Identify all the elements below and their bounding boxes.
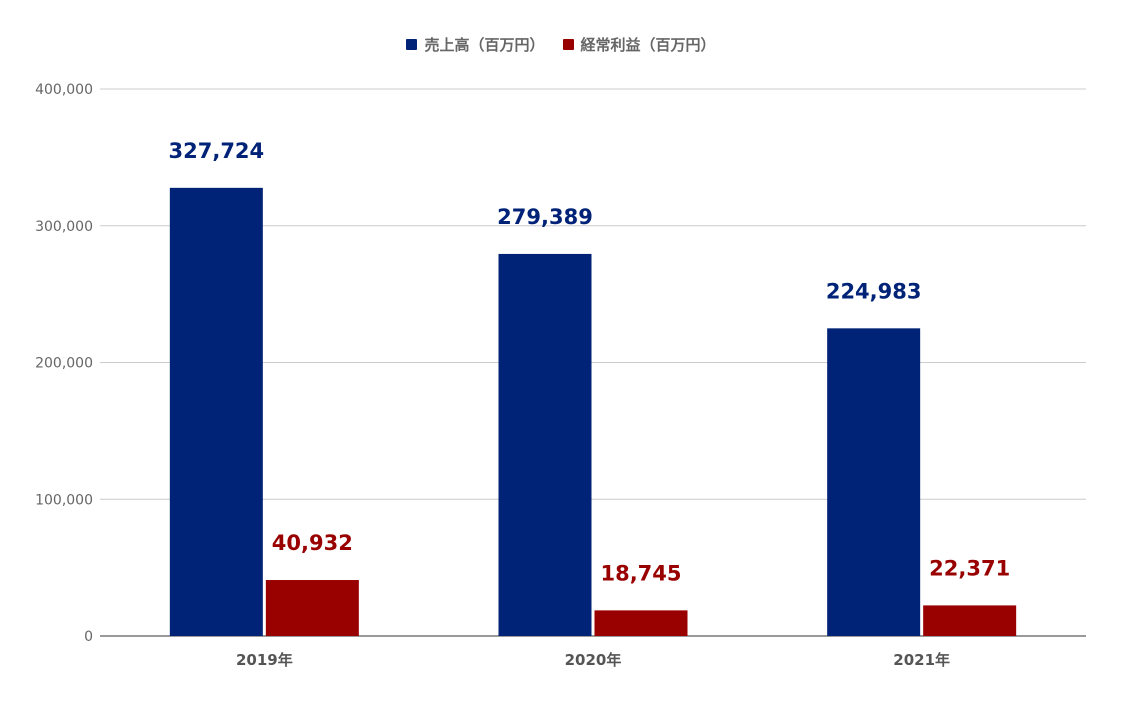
data-label-ordinary-profit-2: 22,371	[929, 556, 1010, 580]
y-tick-label: 300,000	[35, 219, 93, 235]
legend-swatch-sales	[406, 39, 418, 50]
y-tick-label: 0	[84, 629, 93, 645]
bar-sales-0[interactable]	[169, 187, 263, 636]
x-tick-label: 2020年	[565, 651, 622, 669]
y-tick-label: 100,000	[35, 492, 93, 508]
legend-label-sales: 売上高（百万円）	[424, 36, 545, 54]
y-tick-label: 400,000	[35, 82, 93, 98]
y-tick-label: 200,000	[35, 356, 93, 372]
data-label-sales-2: 224,983	[826, 279, 922, 303]
bar-ordinary-profit-2[interactable]	[923, 605, 1017, 636]
data-label-sales-0: 327,724	[169, 139, 265, 163]
bar-ordinary-profit-0[interactable]	[265, 580, 359, 636]
legend-swatch-ordinary-profit	[562, 39, 574, 50]
legend-item-sales[interactable]: 売上高（百万円）	[406, 34, 545, 55]
data-label-sales-1: 279,389	[497, 205, 593, 229]
data-label-ordinary-profit-0: 40,932	[272, 531, 353, 555]
legend: 売上高（百万円） 経常利益（百万円）	[0, 34, 1122, 55]
x-tick-label: 2021年	[893, 651, 950, 669]
x-tick-label: 2019年	[236, 651, 293, 669]
bar-sales-1[interactable]	[498, 253, 592, 636]
bar-sales-2[interactable]	[827, 328, 921, 636]
legend-label-ordinary-profit: 経常利益（百万円）	[580, 36, 716, 54]
bar-ordinary-profit-1[interactable]	[594, 610, 688, 636]
gridlines	[100, 88, 1086, 500]
legend-item-ordinary-profit[interactable]: 経常利益（百万円）	[562, 34, 716, 55]
data-label-ordinary-profit-1: 18,745	[600, 561, 681, 585]
